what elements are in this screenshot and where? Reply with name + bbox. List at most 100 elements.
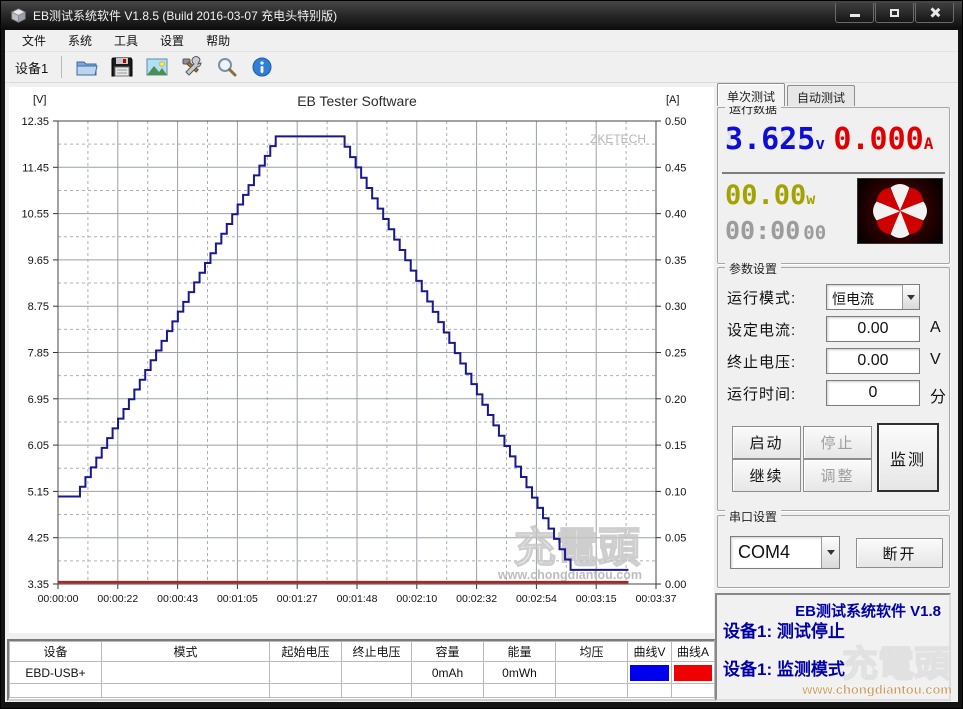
svg-text:3.35: 3.35 <box>28 579 49 591</box>
power-readout: 88.88 00.00w <box>725 180 816 211</box>
adjust-button[interactable]: 调整 <box>803 459 872 492</box>
table-cell <box>411 683 484 698</box>
svg-text:EB Tester Software: EB Tester Software <box>297 93 417 109</box>
tools-button[interactable] <box>178 54 206 80</box>
svg-text:11.45: 11.45 <box>22 162 49 174</box>
set-current-input[interactable] <box>826 316 920 342</box>
table-cell <box>671 661 715 684</box>
svg-text:[V]: [V] <box>33 94 46 106</box>
run-time-row: 运行时间: 分 <box>718 380 949 406</box>
chart-panel: 00:00:00 00:00:22 00:00:43 00:01:05 00:01:27… <box>9 87 714 633</box>
control-panel: 单次测试 自动测试 运行数据 8.888 3.625v 8.888 0.000A 8… <box>715 83 954 702</box>
disconnect-button[interactable]: 断开 <box>856 538 943 568</box>
results-table[interactable]: 设备 模式 起始电压 终止电压 容量 能量 均压 曲线V 曲线A EBD-USB+ 0mAh 0mWh <box>9 641 715 698</box>
continue-button[interactable]: 继续 <box>732 459 801 492</box>
toolbar: 设备1 <box>5 52 958 83</box>
set-current-label: 设定电流: <box>727 322 797 339</box>
svg-text:[A]: [A] <box>666 94 679 106</box>
info-button[interactable] <box>248 54 276 80</box>
titlebar: EB测试系统软件 V1.8.5 (Build 2016-03-07 充电头特别版… <box>1 1 962 30</box>
run-time-label: 运行时间: <box>727 386 797 403</box>
run-time-unit: 分 <box>930 389 947 406</box>
serial-port-group-label: 串口设置 <box>725 508 782 525</box>
tools-icon <box>182 56 202 76</box>
svg-text:00:03:37: 00:03:37 <box>636 593 677 605</box>
table-header: 曲线A <box>671 641 715 662</box>
table-header: 模式 <box>101 641 270 662</box>
svg-text:0.45: 0.45 <box>665 162 686 174</box>
run-time-input[interactable] <box>826 380 920 406</box>
maximize-button[interactable] <box>875 3 914 23</box>
curve-color-swatch <box>630 664 669 681</box>
svg-text:6.05: 6.05 <box>28 440 49 452</box>
table-row[interactable] <box>9 683 715 698</box>
main-area: 00:00:00 00:00:22 00:00:43 00:01:05 00:01:27… <box>5 83 958 702</box>
menubar: 文件 系统 工具 设置 帮助 <box>5 30 958 52</box>
table-cell: 0mAh <box>411 661 484 684</box>
menu-settings[interactable]: 设置 <box>160 34 185 48</box>
table-cell <box>555 661 628 684</box>
tab-auto-test[interactable]: 自动测试 <box>787 85 856 106</box>
status-box: EB测试系统软件 V1.8 设备1: 测试停止 设备1: 监测模式 <box>715 593 951 701</box>
svg-text:7.85: 7.85 <box>28 348 49 360</box>
save-button[interactable] <box>108 54 136 80</box>
menu-tools[interactable]: 工具 <box>114 34 139 48</box>
time-readout: 88:88 00:00 88 00 <box>725 216 827 245</box>
curve-color-swatch <box>674 664 712 681</box>
svg-text:00:01:05: 00:01:05 <box>217 593 258 605</box>
chevron-down-icon <box>907 294 915 300</box>
run-mode-label: 运行模式: <box>727 290 797 307</box>
run-mode-row: 运行模式: 恒电流 <box>718 284 949 310</box>
cutoff-voltage-input[interactable] <box>826 348 920 374</box>
current-value: 0.000 <box>833 122 924 157</box>
svg-text:00:01:27: 00:01:27 <box>277 593 318 605</box>
set-current-row: 设定电流: A <box>718 316 949 342</box>
svg-text:0.35: 0.35 <box>665 255 686 267</box>
run-mode-select[interactable]: 恒电流 <box>826 284 920 310</box>
monitor-button[interactable]: 监测 <box>877 423 939 492</box>
table-cell <box>101 661 270 684</box>
start-button[interactable]: 启动 <box>732 426 801 459</box>
status-app-version: EB测试系统软件 V1.8 <box>795 603 941 620</box>
menu-help[interactable]: 帮助 <box>206 34 231 48</box>
svg-text:8.75: 8.75 <box>28 301 49 313</box>
open-file-icon <box>76 61 98 76</box>
voltage-value: 3.625 <box>725 122 816 157</box>
svg-text:00:03:15: 00:03:15 <box>576 593 617 605</box>
open-file-button[interactable] <box>73 54 101 80</box>
toolbar-separator <box>61 56 63 78</box>
run-mode-dropdown-button[interactable] <box>902 285 919 309</box>
minimize-button[interactable] <box>835 3 874 23</box>
voltage-unit: v <box>815 134 825 153</box>
status-monitor-mode: 设备1: 监测模式 <box>723 660 845 679</box>
stop-button[interactable]: 停止 <box>803 426 872 459</box>
svg-text:00:01:48: 00:01:48 <box>337 593 378 605</box>
close-button[interactable] <box>915 3 954 23</box>
export-image-button[interactable] <box>143 54 171 80</box>
window-title: EB测试系统软件 V1.8.5 (Build 2016-03-07 充电头特别版… <box>33 9 338 23</box>
svg-text:0.15: 0.15 <box>665 440 686 452</box>
table-row[interactable]: EBD-USB+ 0mAh 0mWh <box>9 661 715 684</box>
window-content: 文件 系统 工具 设置 帮助 设备1 <box>5 30 958 702</box>
table-cell <box>341 661 412 684</box>
table-cell <box>555 683 628 698</box>
voltage-readout: 8.888 3.625v 8.888 0.000A <box>725 122 934 157</box>
readout-divider <box>722 172 945 174</box>
menu-system[interactable]: 系统 <box>68 34 93 48</box>
table-cell <box>101 683 270 698</box>
set-current-unit: A <box>930 319 941 336</box>
zoom-button[interactable] <box>213 54 241 80</box>
svg-text:www.chongdiantou.com: www.chongdiantou.com <box>497 568 642 582</box>
svg-text:ZKETECH: ZKETECH <box>590 132 646 146</box>
table-cell <box>627 661 672 684</box>
tab-single-test[interactable]: 单次测试 <box>717 83 786 106</box>
com-port-dropdown-button[interactable] <box>821 537 839 568</box>
table-header: 曲线V <box>627 641 672 662</box>
voltage-current-chart: 00:00:00 00:00:22 00:00:43 00:01:05 00:01:27… <box>21 93 686 605</box>
svg-text:10.55: 10.55 <box>21 209 49 221</box>
device-tab-label[interactable]: 设备1 <box>15 60 49 76</box>
table-header: 容量 <box>411 641 484 662</box>
com-port-select[interactable]: COM4 <box>730 536 840 569</box>
menu-file[interactable]: 文件 <box>22 34 47 48</box>
